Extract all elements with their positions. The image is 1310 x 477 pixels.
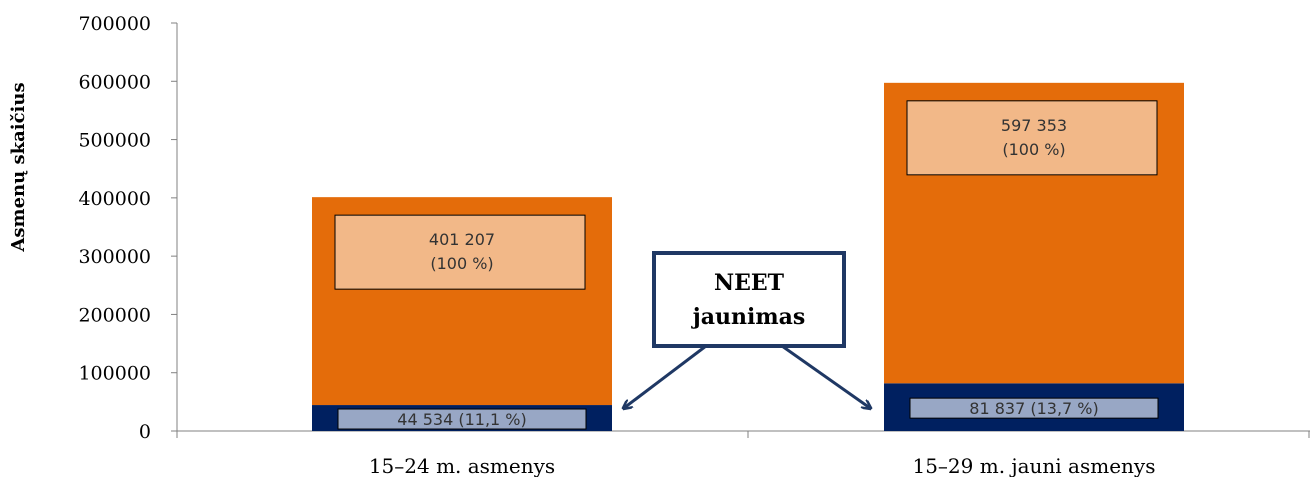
callout-box (652, 251, 846, 348)
total-value-label: 597 353 (1001, 116, 1067, 135)
callout-text: NEET (714, 270, 785, 296)
total-value-label: (100 %) (1002, 140, 1065, 159)
y-tick-label: 700000 (78, 13, 151, 35)
neet-label-box (909, 397, 1159, 419)
y-tick-label: 500000 (78, 130, 151, 152)
y-tick-label: 200000 (78, 304, 151, 326)
y-tick-label: 300000 (78, 246, 151, 268)
y-tick-label: 100000 (78, 363, 151, 385)
total-value-label: (100 %) (430, 254, 493, 273)
neet-value-label: 81 837 (13,7 %) (969, 399, 1098, 418)
callout-arrow-left (624, 344, 707, 408)
total-label-box (334, 214, 586, 290)
axes: 0 100000 200000 300000 400000 500000 600000 700… (78, 13, 1310, 477)
neet-callout: NEET jaunimas (624, 251, 870, 408)
y-tick-label: 0 (139, 421, 151, 443)
y-tick-label: 600000 (78, 71, 151, 93)
neet-label-box (337, 408, 587, 430)
total-value-label: 401 207 (429, 230, 495, 249)
total-label-box (906, 100, 1158, 176)
callout-text: jaunimas (691, 304, 805, 330)
data-labels-group: 44 534 (11,1 %) 401 207 (100 %) 81 837 (13,… (334, 100, 1159, 430)
x-category-label: 15–29 m. jauni asmenys (912, 454, 1155, 477)
neet-value-label: 44 534 (11,1 %) (397, 410, 526, 429)
x-category-label: 15–24 m. asmenys (369, 454, 555, 477)
y-tick-label: 400000 (78, 188, 151, 210)
callout-arrow-right (781, 344, 870, 408)
y-axis-title: Asmenų skaičius (8, 82, 29, 252)
